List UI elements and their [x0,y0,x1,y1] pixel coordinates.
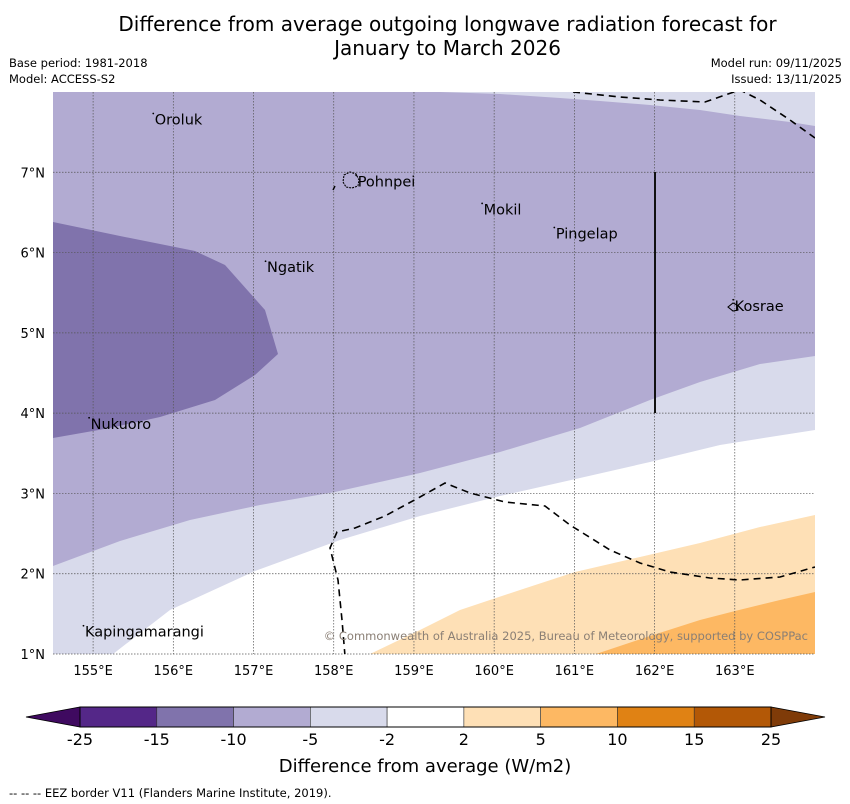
latitude-tick-label: 2°N [21,568,46,583]
place-nukuoro: Nukuoro [88,417,151,433]
graticule [53,92,815,655]
colorbar-bin [79,706,158,728]
longitude-tick-label: 163°E [715,664,755,679]
place-kapingamarangi: Kapingamarangi [82,624,204,641]
longitude-tick-label: 156°E [154,664,194,679]
place-label: Nukuoro [91,417,152,433]
colorbar-bin [463,706,541,728]
island-marker [732,298,735,301]
island-marker [355,174,358,177]
place-labels: Oroluk Pohnpei Mokil Pingelap Ngatik Kosrae Nu… [82,113,784,641]
island-marker [82,624,85,627]
colorbar-outline [79,706,772,728]
colorbar-tick-label: 10 [607,730,627,749]
colorbar-tick-label: -10 [220,730,246,749]
region-plus5-plus10 [596,592,815,654]
place-label: Mokil [484,202,522,218]
copyright-credit: © Commonwealth of Australia 2025, Bureau… [324,629,808,643]
colorbar-bin [233,706,311,728]
colorbar: -25 -15 -10 -5 -2 2 5 10 15 25 [25,706,826,749]
latitude-tick-label: 3°N [21,487,46,502]
eez-footnote: -- -- -- EEZ border V11 (Flanders Marine… [9,786,332,800]
colorbar-bin [156,706,234,728]
place-label: Oroluk [155,113,203,129]
title-line-2: January to March 2026 [334,36,561,60]
meta-left: Base period: 1981-2018 Model: ACCESS-S2 [9,55,148,87]
place-label: Pingelap [556,227,618,243]
island-marker [553,226,556,229]
eez-borders [329,92,815,654]
region-minus15-minus10 [53,222,278,438]
region-minus5-minus2-north [440,92,815,126]
latitude-tick-label: 1°N [21,648,46,663]
eez-border-west-fragment [332,185,336,191]
latitude-labels: 1°N 2°N 3°N 4°N 5°N 6°N 7°N [21,166,46,663]
colorbar-under-arrow [25,706,81,728]
colorbar-tick-label: 15 [684,730,704,749]
longitude-labels: 155°E 156°E 157°E 158°E 159°E 160°E 161°E 162°E… [73,664,754,679]
colorbar-tick-label: -2 [379,730,395,749]
colorbar-tick-label: 2 [459,730,469,749]
colorbar-bin [617,706,695,728]
place-pohnpei: Pohnpei [355,174,415,190]
colorbar-tick-label: 25 [761,730,781,749]
place-ngatik: Ngatik [264,260,315,276]
latitude-tick-label: 6°N [21,247,46,262]
colorbar-bin [310,706,388,728]
meta-right: Model run: 09/11/2025 Issued: 13/11/2025 [711,55,842,87]
island-marker [264,260,267,263]
longitude-tick-label: 160°E [474,664,514,679]
base-period: Base period: 1981-2018 [9,56,148,70]
place-pingelap: Pingelap [553,226,618,243]
colorbar-title: Difference from average (W/m2) [279,756,571,777]
longitude-tick-label: 162°E [635,664,675,679]
longitude-tick-label: 159°E [394,664,434,679]
longitude-tick-label: 158°E [314,664,354,679]
title-line-1: Difference from average outgoing longwav… [118,12,777,36]
model-run: Model run: 09/11/2025 [710,56,842,70]
place-label: Ngatik [267,260,315,276]
issued-date: Issued: 13/11/2025 [731,72,842,86]
longitude-tick-label: 155°E [73,664,113,679]
colorbar-over-arrow [770,706,826,728]
latitude-tick-label: 7°N [21,166,46,181]
colorbar-tick-label: -5 [302,730,318,749]
eez-border-south [329,482,815,654]
colorbar-tick-label: -25 [67,730,93,749]
pohnpei-island-outline [342,171,360,189]
island-marker [152,112,155,115]
colorbar-bin [693,706,772,728]
place-kosrae: Kosrae [732,298,784,315]
place-mokil: Mokil [481,202,521,218]
place-label: Pohnpei [358,174,416,190]
longitude-tick-label: 157°E [234,664,274,679]
island-marker [88,416,90,419]
longitude-tick-label: 161°E [555,664,595,679]
colorbar-tick-label: -15 [144,730,170,749]
kosrae-island-outline [727,302,739,312]
eez-border-north [572,92,815,139]
place-label: Kosrae [735,299,784,315]
anomaly-fill-layer [53,92,815,654]
map-frame: Oroluk Pohnpei Mokil Pingelap Ngatik Kosrae Nu… [53,92,815,655]
place-label: Kapingamarangi [85,625,204,641]
latitude-tick-label: 4°N [21,407,46,422]
colorbar-bin [386,706,465,728]
place-oroluk: Oroluk [152,113,203,129]
colorbar-bin [540,706,618,728]
latitude-tick-label: 5°N [21,327,46,342]
chart-title: Difference from average outgoing longwav… [0,12,850,60]
island-marker [481,202,484,205]
model-name: Model: ACCESS-S2 [9,72,116,86]
colorbar-tick-label: 5 [536,730,546,749]
